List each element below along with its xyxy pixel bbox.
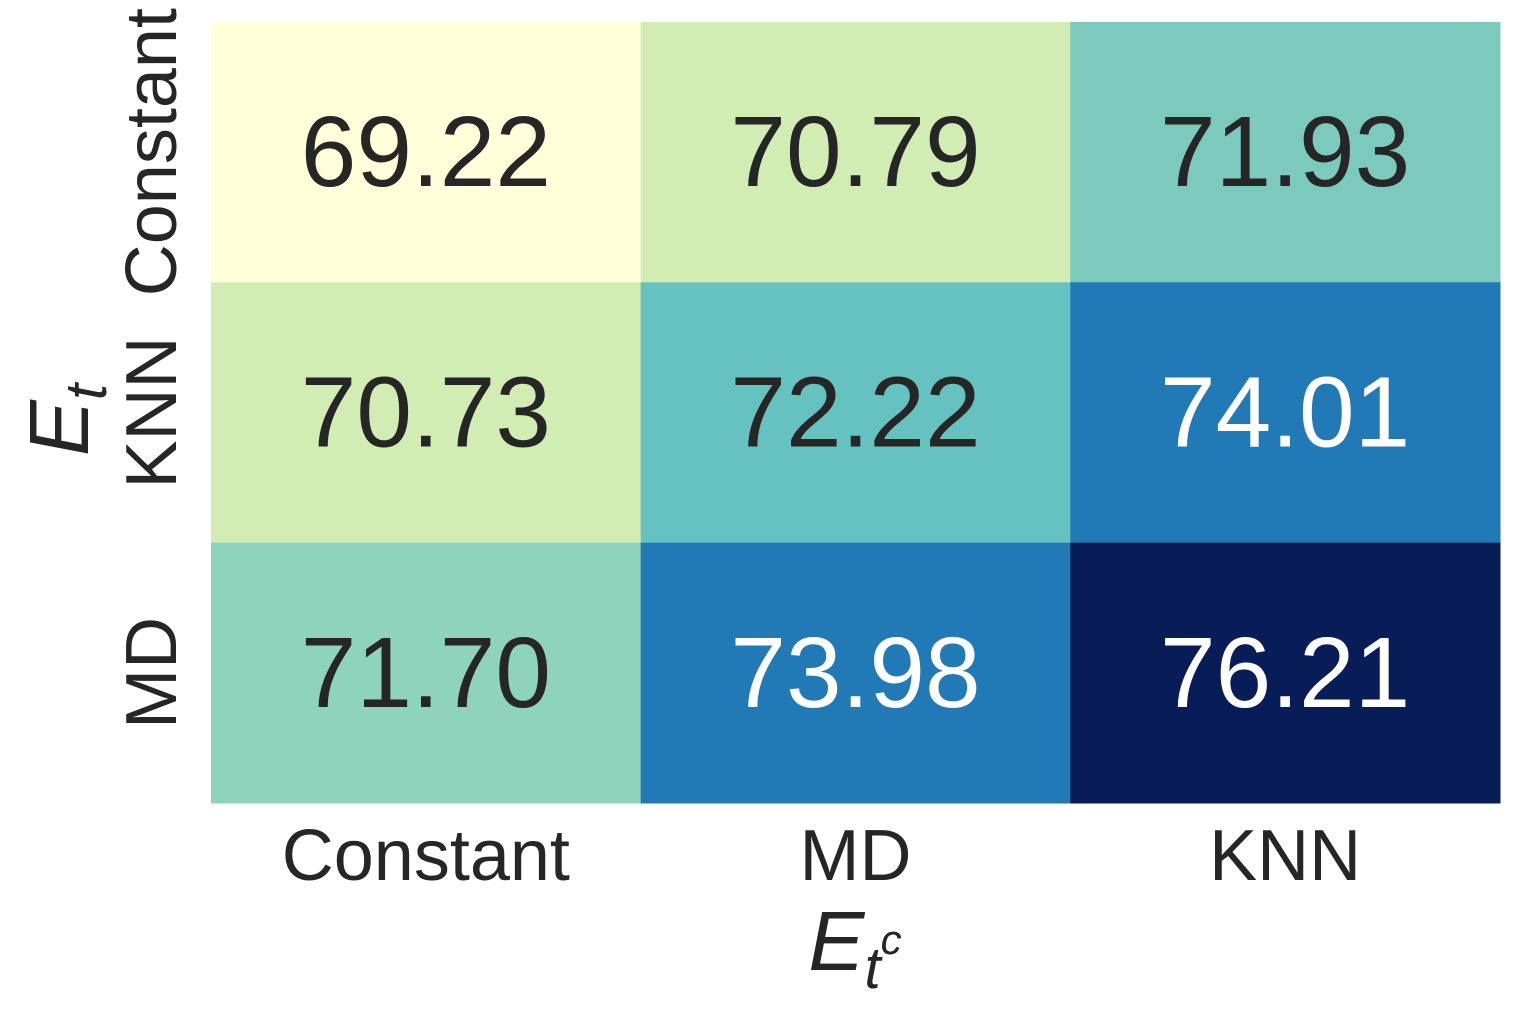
x-tick-labels: Constant MD KNN xyxy=(282,816,1361,896)
x-axis-title-subscript: t xyxy=(864,936,883,1001)
heatmap-cell xyxy=(640,542,1071,804)
heatmap-cell xyxy=(211,542,642,804)
heatmap-cell xyxy=(211,282,642,544)
y-axis-title: Et xyxy=(12,381,119,456)
heatmap-cell xyxy=(1070,22,1501,283)
cell-value-label: 72.22 xyxy=(730,357,980,469)
heatmap-cell xyxy=(211,22,642,283)
cell-value-label: 71.93 xyxy=(1160,96,1410,208)
x-tick-label: KNN xyxy=(1209,816,1361,896)
heatmap-cell xyxy=(1070,542,1501,804)
y-tick-label: KNN xyxy=(112,336,192,488)
cell-value-label: 71.70 xyxy=(301,617,551,729)
x-tick-label: MD xyxy=(800,816,912,896)
heatmap-cells: 69.22 70.79 71.93 70.73 72.22 74.01 71.70 73.98… xyxy=(211,22,1501,804)
cell-value-label: 76.21 xyxy=(1160,617,1410,729)
y-tick-label: Constant xyxy=(112,8,192,296)
heatmap-cell xyxy=(1070,282,1501,544)
cell-value-label: 73.98 xyxy=(730,617,980,729)
x-tick-label: Constant xyxy=(282,816,570,896)
x-axis-title: Etc xyxy=(808,894,901,1001)
cell-value-label: 70.73 xyxy=(301,357,551,469)
x-axis-title-superscript: c xyxy=(881,916,902,963)
heatmap-cell xyxy=(640,282,1071,544)
cell-value-label: 70.79 xyxy=(730,96,980,208)
y-tick-labels: Constant KNN MD xyxy=(112,8,192,729)
y-axis-title-subscript: t xyxy=(54,381,119,400)
cell-value-label: 74.01 xyxy=(1160,357,1410,469)
cell-value-label: 69.22 xyxy=(301,96,551,208)
y-axis-title-base: E xyxy=(12,399,106,456)
heatmap-cell xyxy=(640,22,1071,283)
y-tick-label: MD xyxy=(112,617,192,729)
x-axis-title-base: E xyxy=(808,894,865,988)
